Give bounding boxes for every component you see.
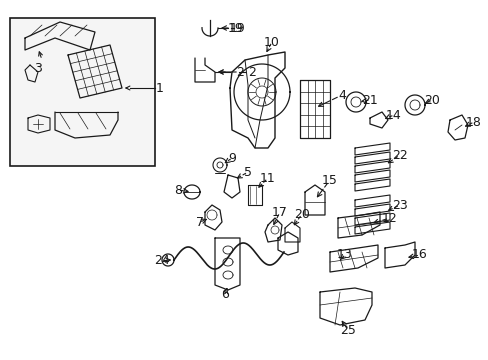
Text: 14: 14 [386,108,401,122]
Text: 11: 11 [260,171,275,185]
Text: 23: 23 [391,198,407,212]
Text: 19: 19 [227,22,243,35]
Text: 3: 3 [34,62,42,75]
Text: 17: 17 [271,206,287,219]
Text: 18: 18 [465,116,481,129]
Text: 15: 15 [322,174,337,186]
Text: 24: 24 [154,253,169,266]
Text: 5: 5 [244,166,251,179]
Text: 13: 13 [336,248,352,261]
Text: 19: 19 [230,22,245,35]
Text: 1: 1 [156,81,163,95]
Text: 21: 21 [362,94,377,107]
Text: 25: 25 [339,324,355,337]
Text: 12: 12 [381,212,397,225]
Bar [10,18,155,166]
Text: 20: 20 [293,207,309,220]
Text: 20: 20 [423,94,439,107]
Text: 2: 2 [236,66,244,78]
Text: 6: 6 [221,288,228,302]
Text: 7: 7 [196,216,203,229]
Text: 22: 22 [391,149,407,162]
Text: 9: 9 [227,152,235,165]
Text: 2: 2 [247,66,255,78]
Text: 8: 8 [174,184,182,197]
Text: 16: 16 [411,248,427,261]
Text: 10: 10 [264,36,279,49]
Text: 4: 4 [337,89,345,102]
